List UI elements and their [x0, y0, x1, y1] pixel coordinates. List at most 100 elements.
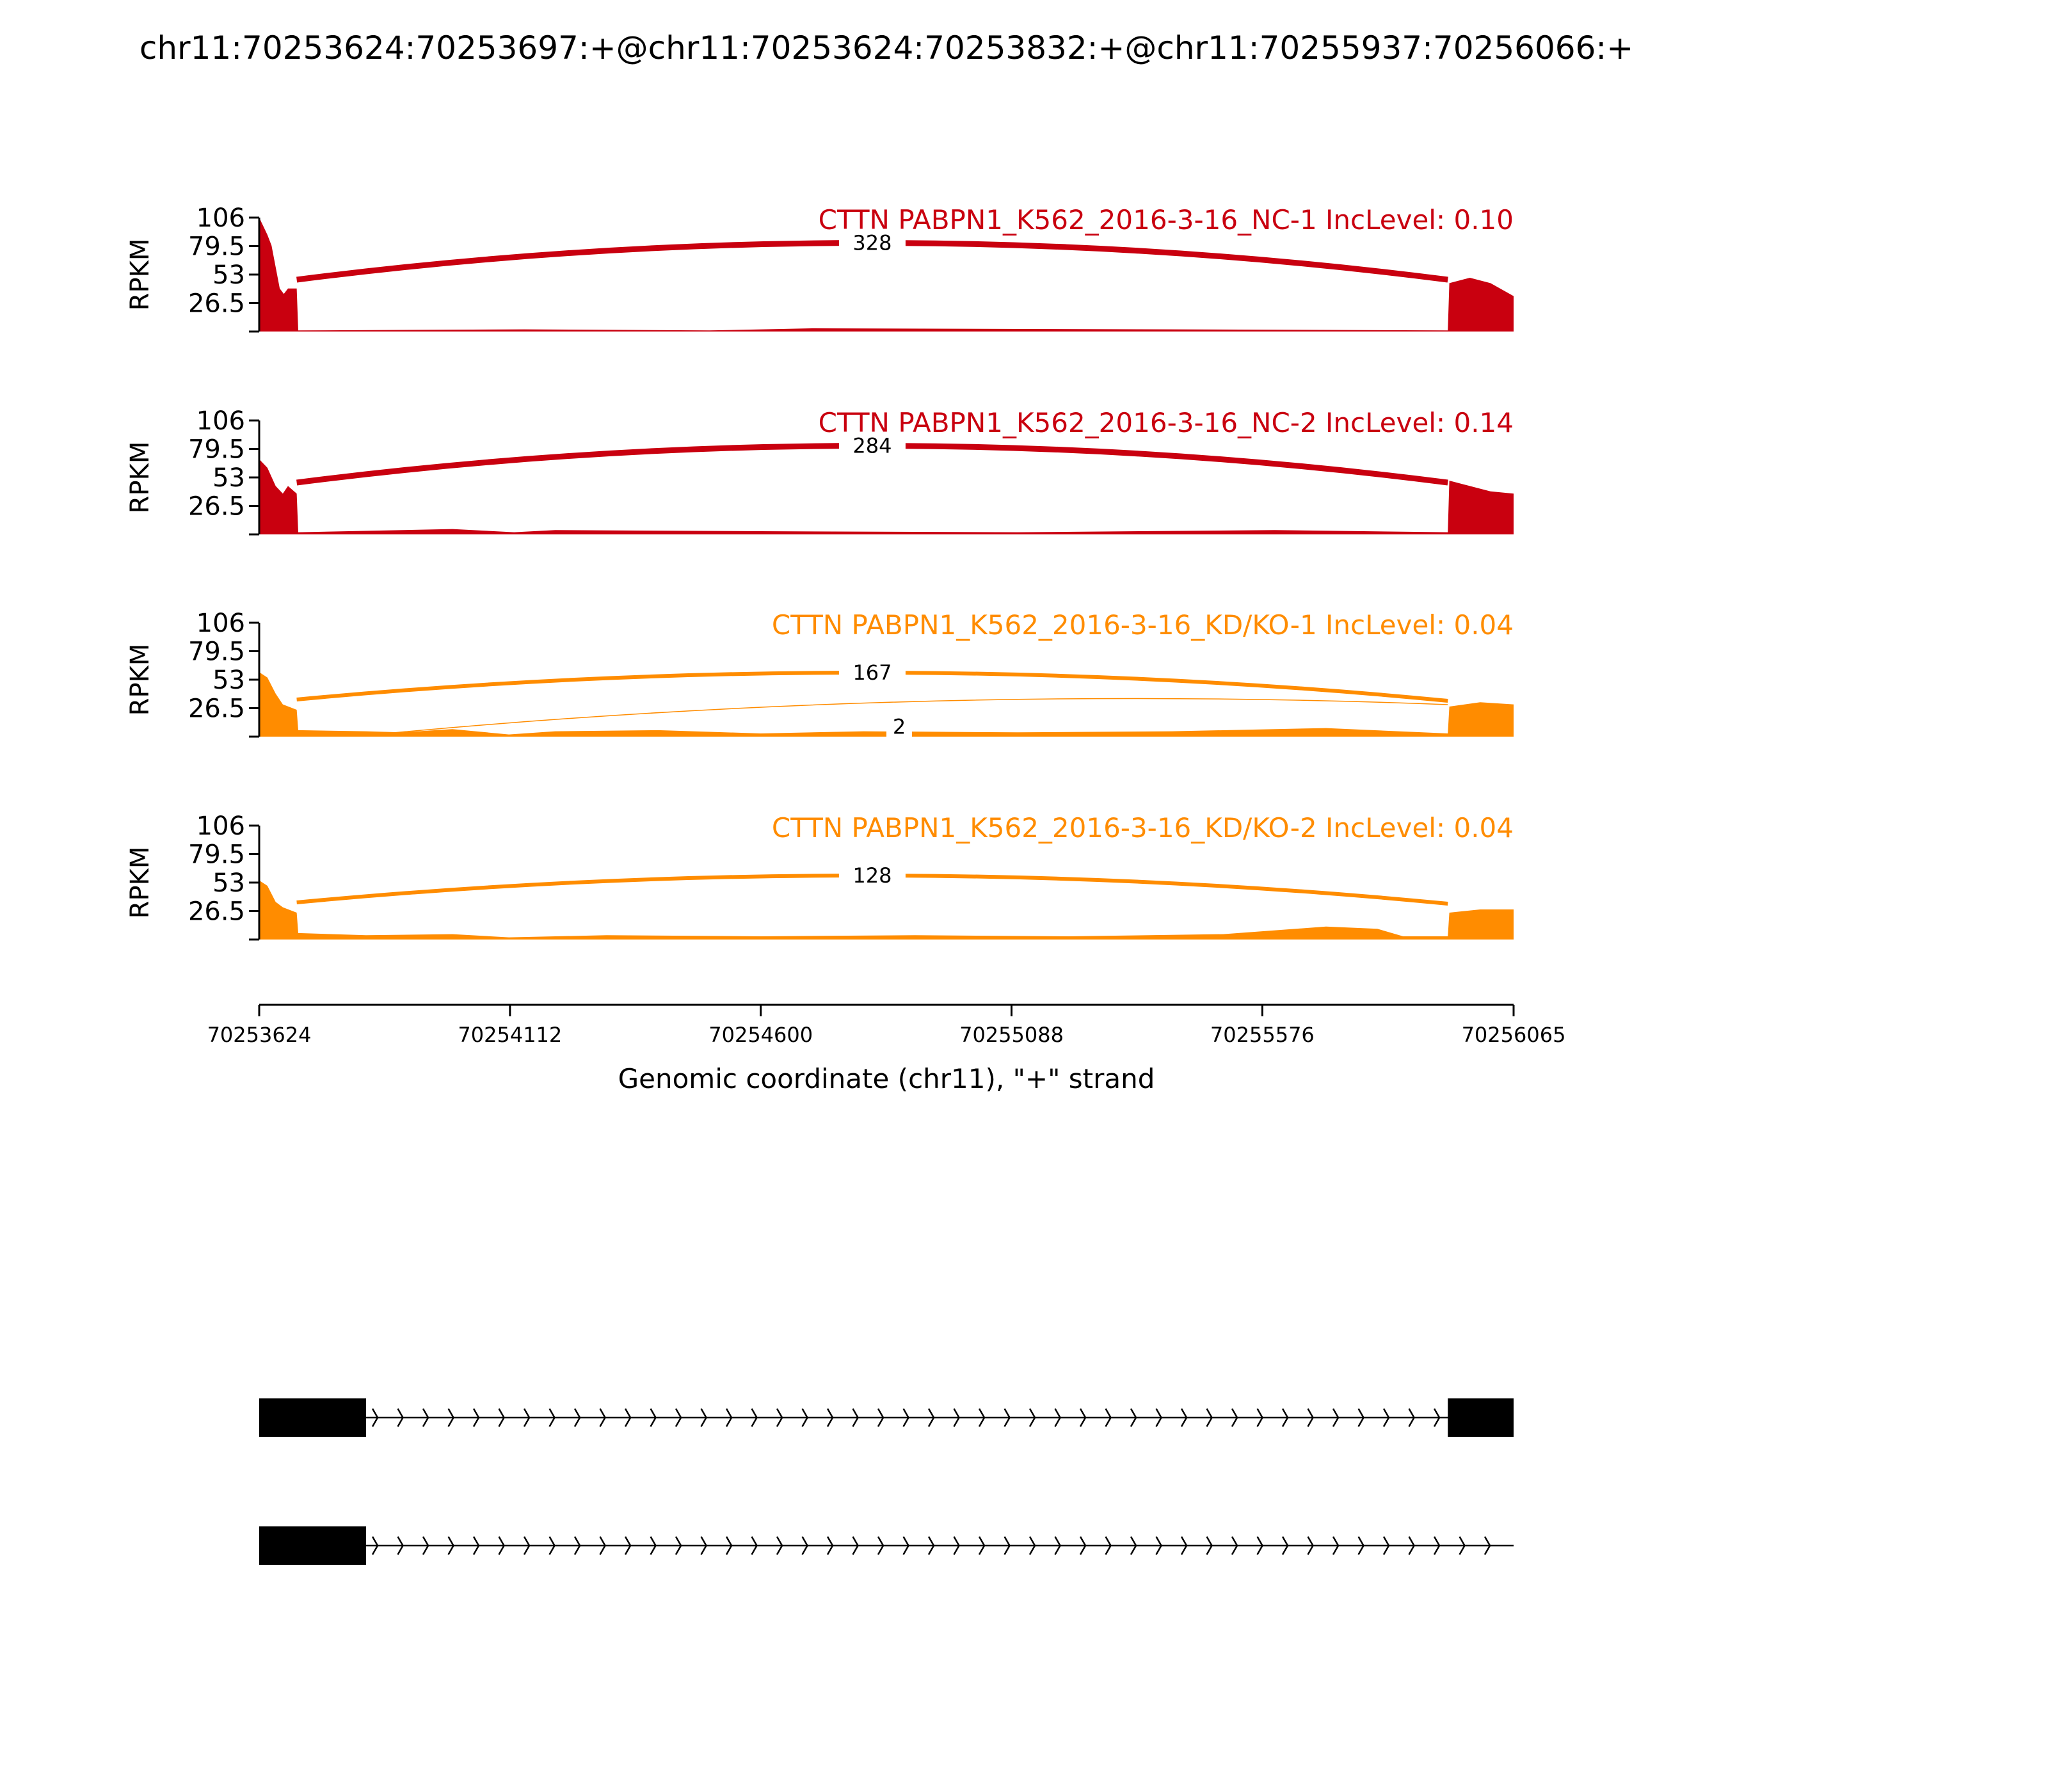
junction-count-bg — [886, 714, 912, 740]
strand-arrow — [801, 1536, 808, 1555]
strand-arrow — [624, 1408, 632, 1427]
strand-arrow — [1028, 1408, 1036, 1427]
y-tick-label: 53 — [212, 868, 245, 898]
strand-arrow — [650, 1536, 657, 1555]
strand-arrow — [447, 1408, 454, 1427]
strand-arrow — [1332, 1536, 1340, 1555]
x-tick-label: 70254112 — [458, 1023, 562, 1047]
x-tick-label: 70256065 — [1462, 1023, 1566, 1047]
junction-count-bg — [838, 228, 906, 257]
strand-arrow — [599, 1408, 606, 1427]
strand-arrow — [902, 1408, 909, 1427]
strand-arrow — [852, 1536, 859, 1555]
y-axis-label: RPKM — [125, 644, 155, 716]
strand-arrow — [1408, 1408, 1415, 1427]
strand-arrow — [1307, 1408, 1314, 1427]
strand-arrow — [801, 1408, 808, 1427]
x-axis-label: Genomic coordinate (chr11), "+" strand — [618, 1063, 1155, 1094]
y-tick-label: 26.5 — [188, 897, 245, 927]
strand-arrow — [1079, 1408, 1087, 1427]
strand-arrow — [751, 1408, 758, 1427]
strand-arrow — [700, 1408, 707, 1427]
strand-arrow — [1256, 1408, 1263, 1427]
junction-count-bg — [838, 431, 906, 460]
strand-arrow — [548, 1408, 556, 1427]
strand-arrow — [1231, 1536, 1238, 1555]
strand-arrow — [1408, 1536, 1415, 1555]
y-tick-label: 26.5 — [188, 694, 245, 724]
strand-arrow — [927, 1408, 935, 1427]
strand-arrow — [877, 1536, 884, 1555]
y-tick-label: 79.5 — [188, 637, 245, 667]
transcript-1 — [259, 1398, 1514, 1437]
strand-arrow — [1180, 1408, 1188, 1427]
strand-arrow — [953, 1408, 960, 1427]
strand-arrow — [1155, 1536, 1162, 1555]
panel-label: CTTN PABPN1_K562_2016-3-16_NC-1 IncLevel… — [819, 204, 1514, 236]
strand-arrow — [1357, 1536, 1364, 1555]
strand-arrow — [978, 1408, 986, 1427]
strand-arrow — [877, 1408, 884, 1427]
strand-arrow — [1357, 1408, 1364, 1427]
x-tick-label: 70253624 — [207, 1023, 312, 1047]
strand-arrow — [953, 1536, 960, 1555]
strand-arrow — [472, 1536, 480, 1555]
strand-arrow — [523, 1536, 531, 1555]
strand-arrow — [700, 1536, 707, 1555]
strand-arrow — [978, 1536, 986, 1555]
junction-count: 167 — [852, 660, 892, 685]
junction-count-bg — [838, 659, 906, 687]
strand-arrow — [902, 1536, 909, 1555]
junction-count: 328 — [852, 231, 892, 255]
y-tick-label: 53 — [212, 260, 245, 290]
strand-arrow — [371, 1408, 379, 1427]
panel-label: CTTN PABPN1_K562_2016-3-16_NC-2 IncLevel… — [819, 407, 1514, 438]
strand-arrow — [498, 1408, 505, 1427]
strand-arrow — [1054, 1536, 1061, 1555]
strand-arrow — [573, 1408, 581, 1427]
exon-block — [259, 1526, 367, 1565]
transcript-models — [259, 1398, 1514, 1565]
y-tick-label: 79.5 — [188, 232, 245, 262]
strand-arrow — [422, 1408, 429, 1427]
y-tick-label: 26.5 — [188, 289, 245, 319]
x-tick-label: 70254600 — [708, 1023, 813, 1047]
strand-arrow — [1382, 1408, 1390, 1427]
y-tick-label: 53 — [212, 463, 245, 493]
junction-count: 2 — [893, 715, 906, 739]
strand-arrow — [1028, 1536, 1036, 1555]
y-tick-label: 79.5 — [188, 435, 245, 465]
strand-arrow — [1105, 1408, 1112, 1427]
strand-arrow — [1206, 1536, 1213, 1555]
strand-arrow — [1281, 1408, 1289, 1427]
strand-arrow — [852, 1408, 859, 1427]
strand-arrow — [1231, 1408, 1238, 1427]
strand-arrow — [1206, 1408, 1213, 1427]
strand-arrow — [472, 1408, 480, 1427]
strand-arrow — [927, 1536, 935, 1555]
strand-arrow — [1459, 1536, 1466, 1555]
strand-arrow — [725, 1536, 733, 1555]
y-tick-label: 106 — [196, 406, 245, 436]
y-tick-label: 79.5 — [188, 840, 245, 870]
strand-arrow — [624, 1536, 632, 1555]
y-axis-label: RPKM — [125, 239, 155, 311]
strand-arrow — [422, 1536, 429, 1555]
junction-count: 128 — [852, 863, 892, 888]
coverage-area — [259, 880, 1514, 940]
strand-arrow — [447, 1536, 454, 1555]
y-tick-label: 53 — [212, 666, 245, 695]
x-axis: 70253624 70254112 70254600 70255088 70255576… — [207, 1004, 1566, 1047]
strand-arrow — [573, 1536, 581, 1555]
x-tick-label: 70255576 — [1210, 1023, 1315, 1047]
strand-arrow — [826, 1408, 834, 1427]
strand-arrow — [826, 1536, 834, 1555]
strand-arrow — [1256, 1536, 1263, 1555]
junction-count-bg — [838, 861, 906, 890]
panel-label: CTTN PABPN1_K562_2016-3-16_KD/KO-1 IncLe… — [772, 609, 1514, 641]
strand-arrow — [371, 1536, 379, 1555]
